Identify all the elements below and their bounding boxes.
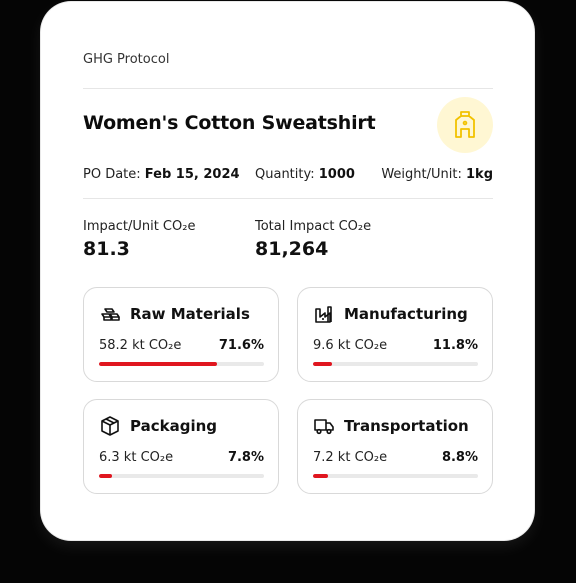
product-badge [437, 97, 493, 153]
progress-track [313, 474, 478, 478]
category-name: Raw Materials [130, 305, 250, 323]
total-impact-label: Total Impact CO₂e [255, 219, 372, 234]
progress-fill [99, 474, 112, 478]
category-value: 9.6 kt CO₂e [313, 338, 388, 353]
category-tile-manufacturing[interactable]: Manufacturing 9.6 kt CO₂e 11.8% [297, 287, 493, 382]
truck-icon [314, 419, 334, 435]
quantity-value: 1000 [318, 167, 355, 182]
category-name: Packaging [130, 417, 217, 435]
category-percent: 71.6% [218, 338, 264, 353]
progress-fill [313, 474, 328, 478]
impact-per-unit-value: 81.3 [83, 238, 130, 260]
product-impact-card: GHG Protocol Women's Cotton Sweatshirt P… [41, 2, 534, 540]
raw-materials-icon [101, 308, 120, 321]
category-percent: 7.8% [227, 450, 264, 465]
progress-track [99, 474, 264, 478]
weight-per-unit: Weight/Unit: 1kg [381, 167, 493, 182]
category-percent: 11.8% [432, 338, 478, 353]
weight-value: 1kg [466, 167, 493, 182]
category-value: 58.2 kt CO₂e [99, 338, 182, 353]
po-date: PO Date: Feb 15, 2024 [83, 167, 240, 182]
category-tile-transportation[interactable]: Transportation 7.2 kt CO₂e 8.8% [297, 399, 493, 494]
product-title: Women's Cotton Sweatshirt [83, 112, 376, 134]
protocol-label: GHG Protocol [83, 52, 170, 67]
package-icon [101, 416, 119, 436]
category-name: Manufacturing [344, 305, 468, 323]
total-impact-value: 81,264 [255, 238, 329, 260]
progress-track [99, 362, 264, 366]
po-date-value: Feb 15, 2024 [144, 167, 240, 182]
divider [83, 88, 493, 89]
category-value: 7.2 kt CO₂e [313, 450, 388, 465]
po-date-label: PO Date: [83, 167, 141, 182]
progress-fill [313, 362, 333, 366]
quantity: Quantity: 1000 [255, 167, 355, 182]
weight-label: Weight/Unit: [381, 167, 462, 182]
category-value: 6.3 kt CO₂e [99, 450, 174, 465]
category-tile-raw-materials[interactable]: Raw Materials 58.2 kt CO₂e 71.6% [83, 287, 279, 382]
factory-icon [315, 306, 332, 323]
progress-track [313, 362, 478, 366]
category-name: Transportation [344, 417, 469, 435]
quantity-label: Quantity: [255, 167, 315, 182]
divider [83, 198, 493, 199]
impact-per-unit-label: Impact/Unit CO₂e [83, 219, 196, 234]
progress-fill [99, 362, 218, 366]
category-tile-packaging[interactable]: Packaging 6.3 kt CO₂e 7.8% [83, 399, 279, 494]
sweatshirt-tag-icon [455, 111, 475, 138]
category-percent: 8.8% [441, 450, 478, 465]
